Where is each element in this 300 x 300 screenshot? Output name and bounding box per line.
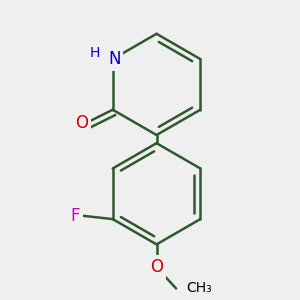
Text: O: O: [75, 114, 88, 132]
Text: F: F: [70, 207, 80, 225]
Text: O: O: [150, 258, 163, 276]
Text: CH₃: CH₃: [186, 281, 212, 296]
Text: H: H: [90, 46, 100, 60]
Text: N: N: [108, 50, 121, 68]
